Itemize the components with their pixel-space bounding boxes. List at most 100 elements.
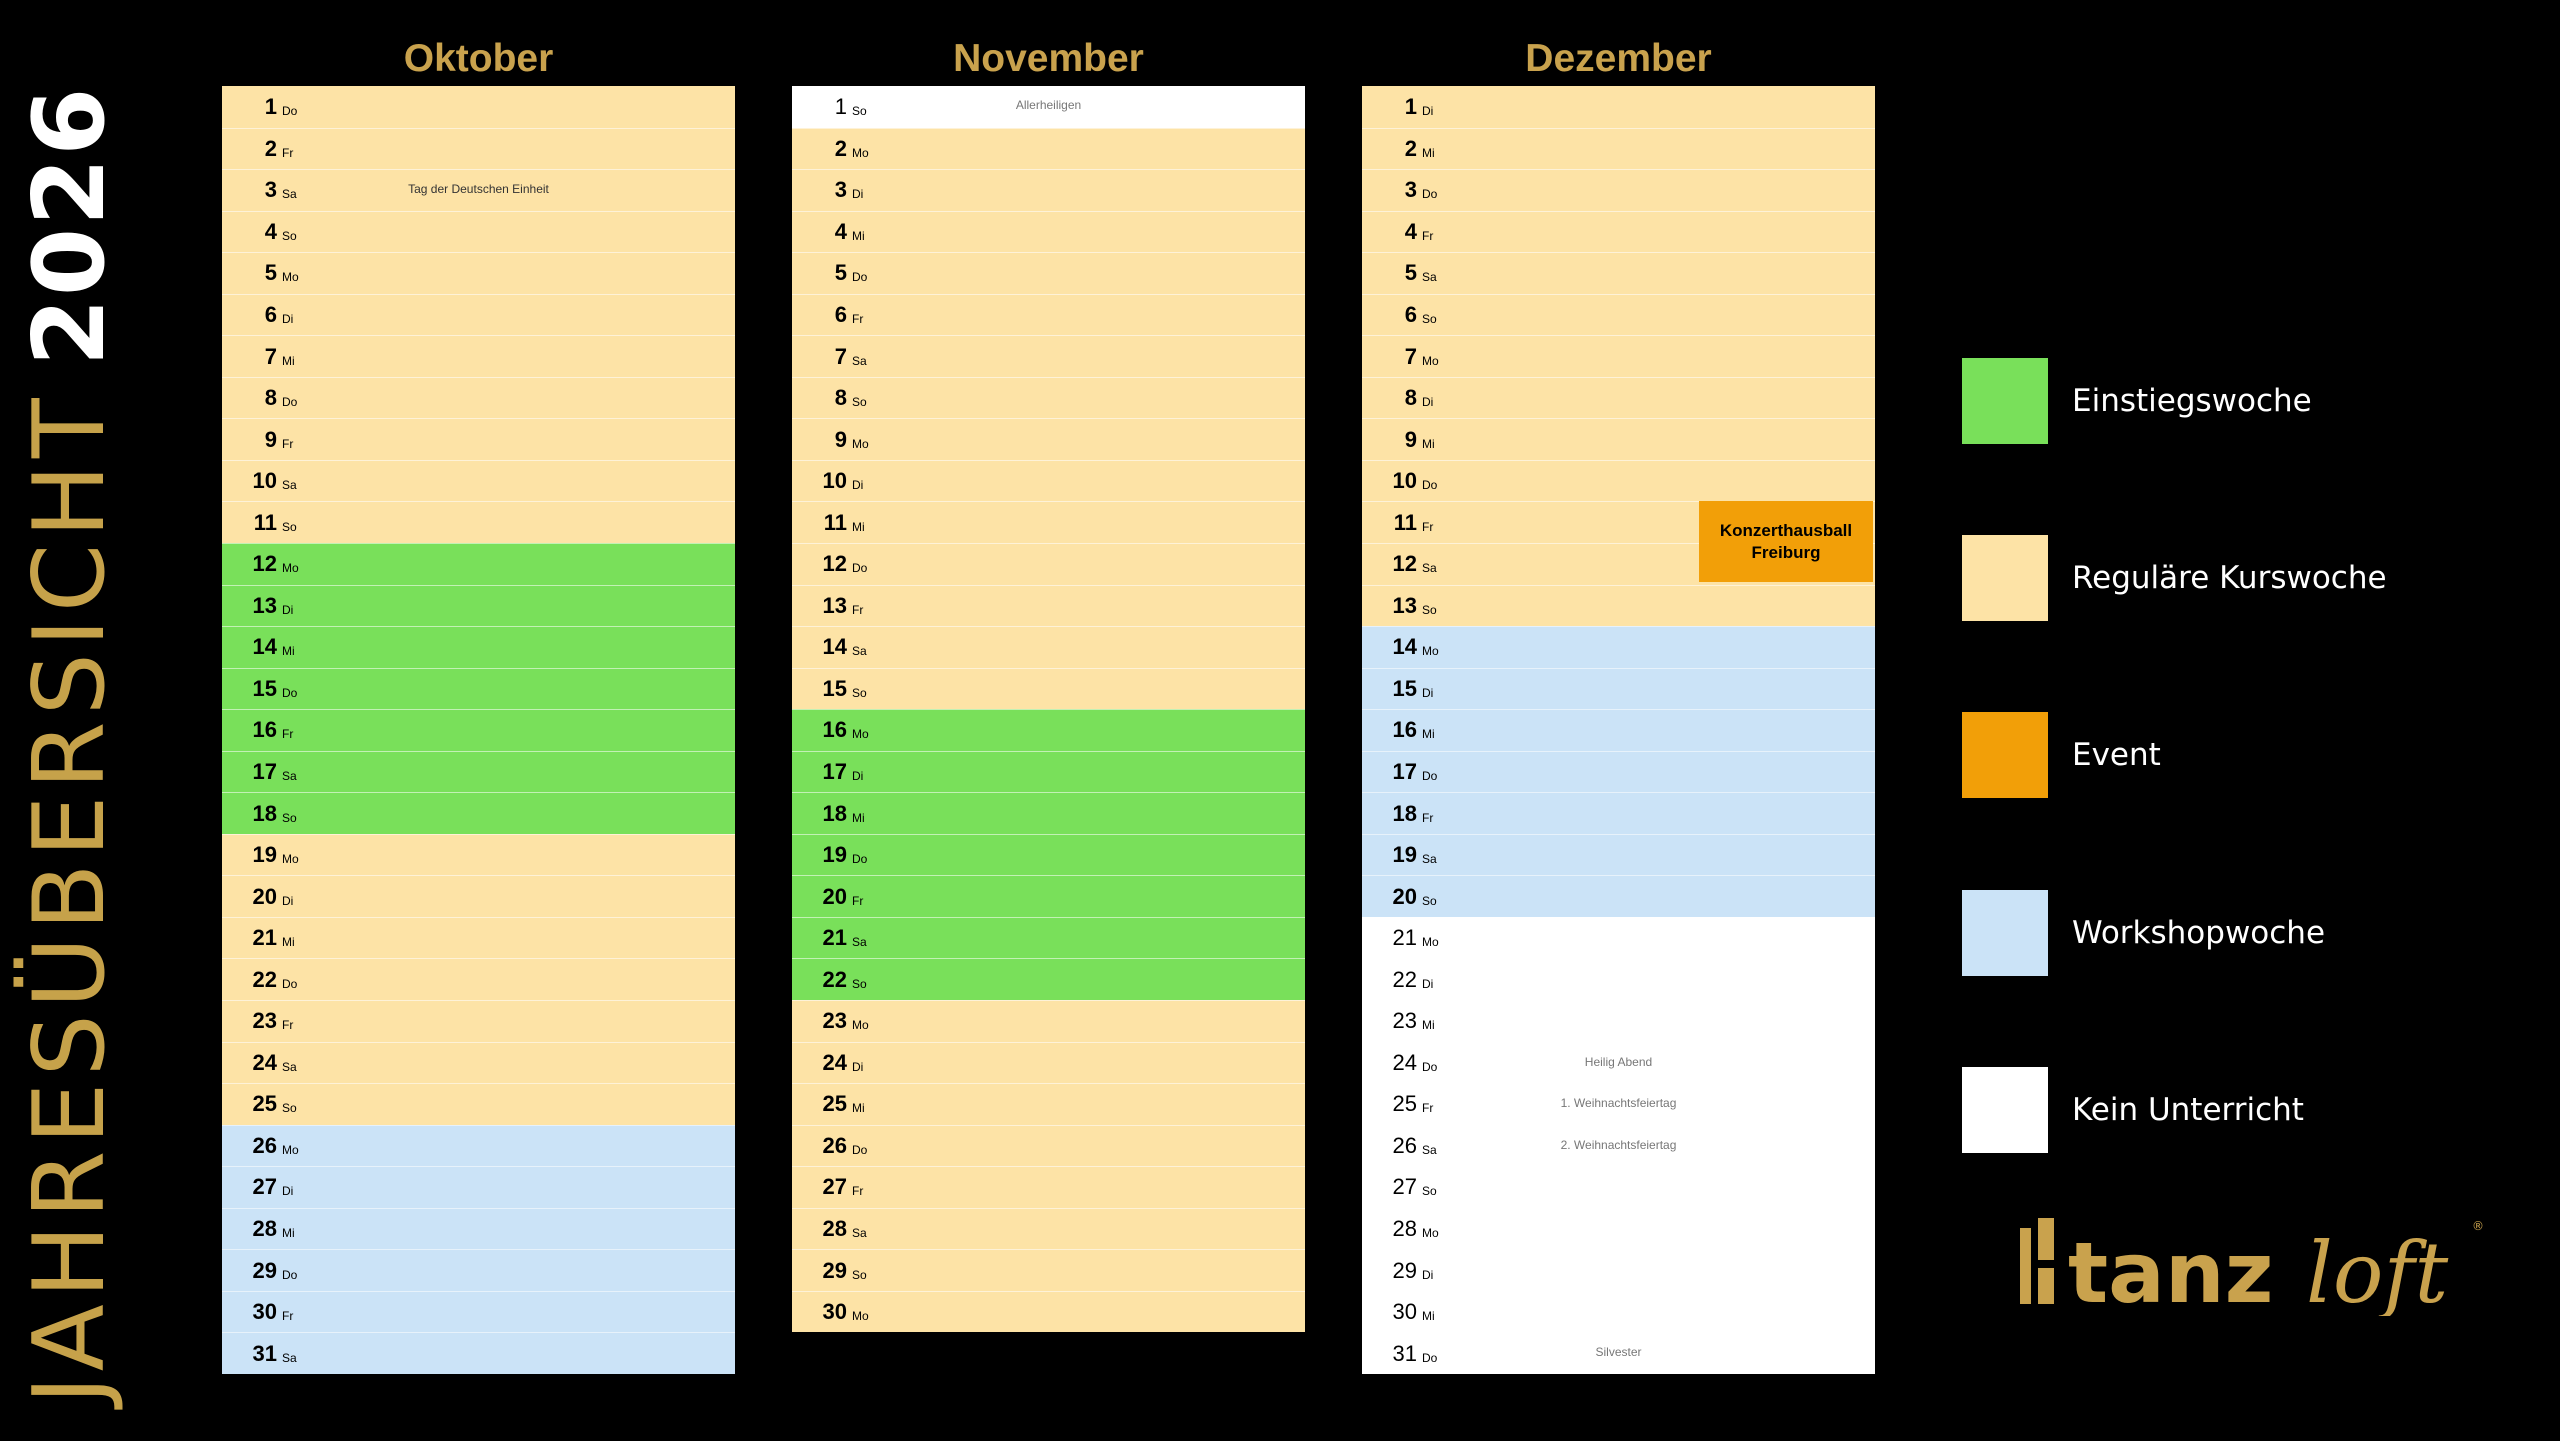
day-row[interactable]: 14 Mi: [222, 626, 735, 668]
day-row[interactable]: 14 Sa: [792, 626, 1305, 668]
day-row[interactable]: 2 Mi: [1362, 127, 1875, 170]
day-row[interactable]: 9 Fr: [222, 418, 735, 460]
day-number: 28: [822, 1216, 847, 1242]
day-row[interactable]: 29 Do: [222, 1249, 735, 1291]
day-number: 5: [834, 260, 847, 286]
event-konzerthausball[interactable]: Konzerthausball Freiburg: [1699, 501, 1873, 582]
day-row[interactable]: 31 Sa: [222, 1332, 735, 1374]
day-row[interactable]: 21 Mo: [1362, 916, 1875, 959]
day-row[interactable]: 21 Mi: [222, 916, 735, 959]
day-row[interactable]: 20 So: [1362, 875, 1875, 917]
day-row[interactable]: 10 Sa: [222, 459, 735, 502]
day-row[interactable]: 7 Mi: [222, 335, 735, 377]
day-row[interactable]: 21 Sa: [792, 916, 1305, 959]
day-number: 11: [1393, 509, 1417, 535]
day-row[interactable]: 11 So: [222, 501, 735, 544]
day-row[interactable]: 1 So Allerheiligen: [792, 86, 1305, 128]
day-row[interactable]: 15 Di: [1362, 667, 1875, 710]
weekday-label: Do: [282, 103, 298, 118]
day-row[interactable]: 4 Fr: [1362, 210, 1875, 253]
day-row[interactable]: 31 Do Silvester: [1362, 1332, 1875, 1374]
day-row[interactable]: 1 Do: [222, 86, 735, 128]
day-row[interactable]: 12 Do: [792, 543, 1305, 585]
day-row[interactable]: 27 So: [1362, 1166, 1875, 1208]
day-row[interactable]: 1 Di: [1362, 86, 1875, 128]
day-row[interactable]: 29 Di: [1362, 1249, 1875, 1291]
day-row[interactable]: 23 Mi: [1362, 1000, 1875, 1042]
day-row[interactable]: 22 So: [792, 958, 1305, 1001]
day-number: 18: [1392, 800, 1417, 826]
day-row[interactable]: 27 Fr: [792, 1166, 1305, 1208]
day-row[interactable]: 2 Fr: [222, 127, 735, 170]
day-row[interactable]: 19 Do: [792, 833, 1305, 876]
day-row[interactable]: 13 Di: [222, 584, 735, 627]
day-row[interactable]: 24 Do Heilig Abend: [1362, 1041, 1875, 1084]
day-row[interactable]: 11 Mi: [792, 501, 1305, 544]
day-row[interactable]: 28 Sa: [792, 1207, 1305, 1250]
day-row[interactable]: 4 Mi: [792, 210, 1305, 253]
day-row[interactable]: 30 Mo: [792, 1290, 1305, 1333]
day-row[interactable]: 27 Di: [222, 1166, 735, 1208]
day-row[interactable]: 23 Fr: [222, 1000, 735, 1042]
day-row[interactable]: 4 So: [222, 210, 735, 253]
day-row[interactable]: 15 So: [792, 667, 1305, 710]
day-row[interactable]: 8 Di: [1362, 376, 1875, 419]
day-row[interactable]: 18 Mi: [792, 792, 1305, 834]
day-row[interactable]: 17 Do: [1362, 750, 1875, 793]
day-row[interactable]: 19 Sa: [1362, 833, 1875, 876]
day-row[interactable]: 22 Di: [1362, 958, 1875, 1001]
day-row[interactable]: 25 Fr 1. Weihnachtsfeiertag: [1362, 1083, 1875, 1125]
day-row[interactable]: 25 So: [222, 1083, 735, 1125]
day-row[interactable]: 17 Di: [792, 750, 1305, 793]
day-number: 21: [1392, 925, 1417, 951]
day-row[interactable]: 18 So: [222, 792, 735, 834]
day-number: 4: [1404, 218, 1417, 244]
day-row[interactable]: 6 Fr: [792, 293, 1305, 336]
day-row[interactable]: 20 Fr: [792, 875, 1305, 917]
day-row[interactable]: 10 Di: [792, 459, 1305, 502]
day-row[interactable]: 7 Mo: [1362, 335, 1875, 377]
day-row[interactable]: 26 Sa 2. Weihnachtsfeiertag: [1362, 1124, 1875, 1167]
day-row[interactable]: 19 Mo: [222, 833, 735, 876]
day-row[interactable]: 28 Mi: [222, 1207, 735, 1250]
day-row[interactable]: 5 Do: [792, 252, 1305, 294]
day-row[interactable]: 17 Sa: [222, 750, 735, 793]
day-row[interactable]: 6 So: [1362, 293, 1875, 336]
day-row[interactable]: 16 Mi: [1362, 709, 1875, 751]
day-row[interactable]: 8 Do: [222, 376, 735, 419]
day-row[interactable]: 7 Sa: [792, 335, 1305, 377]
day-row[interactable]: 23 Mo: [792, 1000, 1305, 1042]
day-row[interactable]: 9 Mi: [1362, 418, 1875, 460]
day-row[interactable]: 3 Sa Tag der Deutschen Einheit: [222, 169, 735, 211]
day-row[interactable]: 18 Fr: [1362, 792, 1875, 834]
day-number: 10: [1392, 468, 1417, 494]
day-row[interactable]: 30 Fr: [222, 1290, 735, 1333]
day-row[interactable]: 30 Mi: [1362, 1290, 1875, 1333]
day-row[interactable]: 26 Mo: [222, 1124, 735, 1167]
day-row[interactable]: 14 Mo: [1362, 626, 1875, 668]
day-row[interactable]: 24 Sa: [222, 1041, 735, 1084]
day-row[interactable]: 5 Mo: [222, 252, 735, 294]
day-row[interactable]: 12 Mo: [222, 543, 735, 585]
day-row[interactable]: 3 Di: [792, 169, 1305, 211]
day-row[interactable]: 26 Do: [792, 1124, 1305, 1167]
day-row[interactable]: 24 Di: [792, 1041, 1305, 1084]
day-row[interactable]: 3 Do: [1362, 169, 1875, 211]
day-row[interactable]: 28 Mo: [1362, 1207, 1875, 1250]
day-row[interactable]: 29 So: [792, 1249, 1305, 1291]
day-row[interactable]: 10 Do: [1362, 459, 1875, 502]
day-row[interactable]: 20 Di: [222, 875, 735, 917]
logo-bar-icon: [2020, 1228, 2031, 1304]
day-row[interactable]: 8 So: [792, 376, 1305, 419]
day-row[interactable]: 15 Do: [222, 667, 735, 710]
day-row[interactable]: 5 Sa: [1362, 252, 1875, 294]
day-row[interactable]: 22 Do: [222, 958, 735, 1001]
day-row[interactable]: 9 Mo: [792, 418, 1305, 460]
day-row[interactable]: 16 Mo: [792, 709, 1305, 751]
day-row[interactable]: 6 Di: [222, 293, 735, 336]
day-row[interactable]: 13 So: [1362, 584, 1875, 627]
day-row[interactable]: 2 Mo: [792, 127, 1305, 170]
day-row[interactable]: 25 Mi: [792, 1083, 1305, 1125]
day-row[interactable]: 16 Fr: [222, 709, 735, 751]
day-row[interactable]: 13 Fr: [792, 584, 1305, 627]
